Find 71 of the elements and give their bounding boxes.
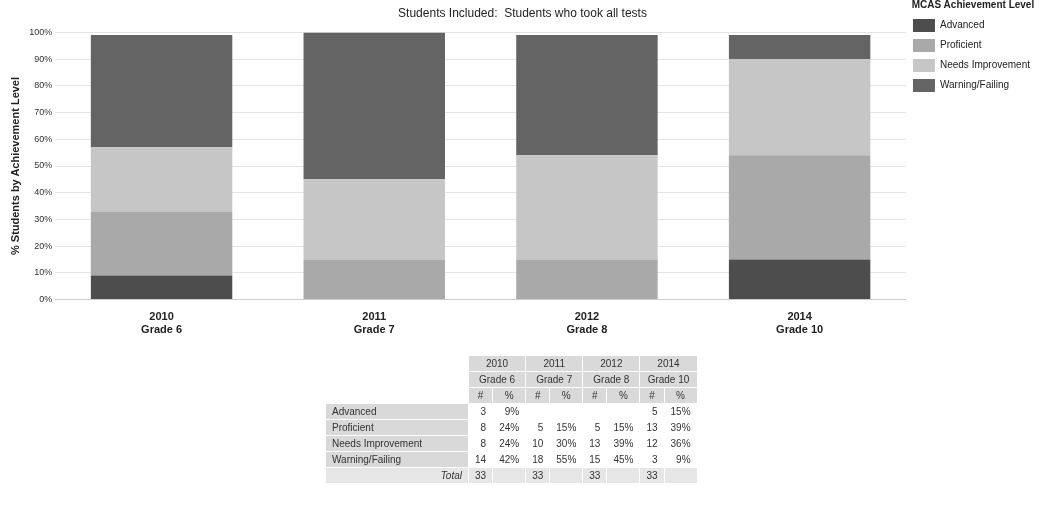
text: 15% <box>664 403 698 420</box>
text: Proficient <box>332 422 374 433</box>
text: 18 <box>525 451 550 468</box>
category-label: 2014 Grade 10 <box>647 358 690 385</box>
text: 24% <box>492 435 526 452</box>
text: 9% <box>492 403 526 420</box>
legend-label: Needs Improvement <box>939 59 1031 71</box>
text: % <box>561 390 571 401</box>
x-tick-label: 2011 Grade 7 <box>353 310 395 336</box>
text: Warning/Failing <box>332 454 402 465</box>
text: 10 <box>525 435 550 452</box>
y-tick-label: 90% <box>34 53 53 64</box>
text: 42% <box>492 451 526 468</box>
y-tick-label: 0% <box>39 294 53 305</box>
legend-label: Warning/Failing <box>939 79 1010 91</box>
text: 36% <box>664 435 698 452</box>
text: # <box>649 390 655 401</box>
category-label: 2012 Grade 8 <box>593 358 630 385</box>
category-label: 2010 Grade 6 <box>479 358 516 385</box>
y-tick-label: 30% <box>34 213 53 224</box>
legend-label: Advanced <box>939 19 985 31</box>
text: 30% <box>549 435 583 452</box>
text: 33 <box>468 467 493 484</box>
y-tick-label: 40% <box>34 187 53 198</box>
x-tick-label: 2010 Grade 6 <box>141 310 183 336</box>
text: Total <box>325 467 469 484</box>
text: 39% <box>606 435 640 452</box>
text: 15% <box>549 419 583 436</box>
text: 5 <box>639 403 665 420</box>
text: 55% <box>549 451 583 468</box>
text: # <box>468 387 493 404</box>
text: Needs Improvement <box>332 438 423 449</box>
x-tick-label: 2014 Grade 10 <box>776 310 824 336</box>
text: 33 <box>639 467 665 484</box>
y-tick-label: 60% <box>34 133 53 144</box>
text: 8 <box>468 435 493 452</box>
legend-label: Proficient <box>939 39 982 51</box>
text: Advanced <box>332 406 377 417</box>
text: # <box>534 390 541 401</box>
y-tick-label: 20% <box>34 240 53 251</box>
text: 13 <box>582 435 607 452</box>
text: % <box>676 390 685 401</box>
text: 45% <box>606 451 640 468</box>
legend-title: MCAS Achievement Level <box>911 0 1035 10</box>
text: 15 <box>582 451 607 468</box>
text: 13 <box>639 419 665 436</box>
text: 8 <box>468 419 493 436</box>
text: % <box>618 390 628 401</box>
y-tick-label: 50% <box>34 160 53 171</box>
y-tick-label: 80% <box>34 80 53 91</box>
x-tick-label: 2012 Grade 8 <box>566 310 608 336</box>
text: 33 <box>582 467 607 484</box>
text: 15% <box>606 419 640 436</box>
y-tick-label: 10% <box>34 267 53 278</box>
text: 39% <box>664 419 698 436</box>
y-axis-title: % Students by Achievement Level <box>8 76 21 256</box>
text: 14 <box>468 451 493 468</box>
text: 3 <box>468 403 493 420</box>
text: 33 <box>525 467 550 484</box>
y-tick-label: 70% <box>34 107 53 118</box>
text: 12 <box>639 435 665 452</box>
text: 5 <box>582 419 607 436</box>
chart-title: Students Included: Students who took all tests <box>398 5 647 20</box>
category-label: 2011 Grade 7 <box>536 358 573 385</box>
text: 9% <box>664 451 698 468</box>
text: 5 <box>525 419 550 436</box>
text: 3 <box>639 451 665 468</box>
text: % <box>492 387 526 404</box>
text: 24% <box>492 419 526 436</box>
y-tick-label: 100% <box>29 26 53 37</box>
text: # <box>592 390 598 401</box>
